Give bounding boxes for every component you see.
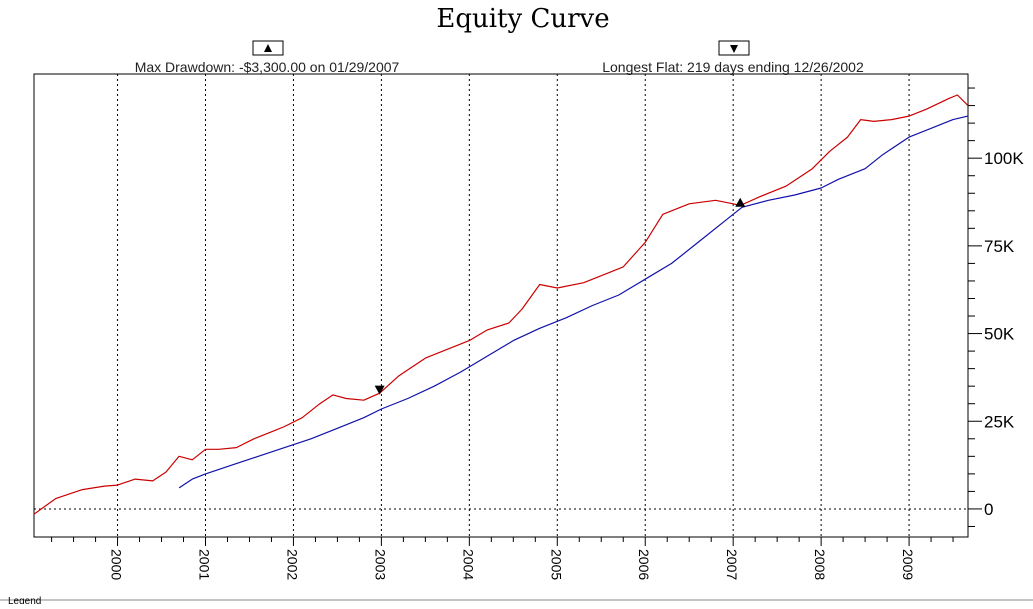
longest-flat-marker bbox=[374, 385, 385, 395]
y-tick-label: 0 bbox=[984, 500, 993, 519]
chart-title: Equity Curve bbox=[436, 4, 609, 34]
triangle-up-icon bbox=[264, 44, 272, 52]
x-tick-label: 2008 bbox=[812, 549, 828, 580]
y-tick-label: 50K bbox=[984, 325, 1015, 344]
grid bbox=[34, 74, 968, 537]
series-group bbox=[33, 94, 969, 515]
x-tick-label: 2007 bbox=[724, 549, 740, 580]
triangle-down-icon bbox=[730, 45, 738, 53]
x-tick-label: 2009 bbox=[900, 549, 916, 580]
max-drawdown-text: Max Drawdown: -$3,300.00 on 01/29/2007 bbox=[135, 59, 400, 75]
markers-group bbox=[374, 197, 746, 395]
max-drawdown-marker bbox=[735, 197, 746, 207]
y-tick-label: 75K bbox=[984, 237, 1015, 256]
x-tick-label: 2006 bbox=[636, 549, 652, 580]
y-tick-label: 25K bbox=[984, 412, 1015, 431]
equity-line bbox=[33, 94, 969, 515]
x-tick-label: 2004 bbox=[460, 549, 476, 580]
y-tick-label: 100K bbox=[984, 149, 1024, 168]
trend-line bbox=[178, 115, 969, 489]
x-tick-label: 2005 bbox=[548, 549, 564, 580]
x-tick-label: 2003 bbox=[372, 549, 388, 580]
x-axis: 2000 2001 2002 2003 2004 2005 2006 2007 2008 2009 bbox=[51, 537, 954, 580]
plot-area bbox=[33, 73, 969, 538]
x-tick-label: 2000 bbox=[109, 549, 125, 580]
y-axis: 0 25K 50K 75K 100K bbox=[968, 87, 1024, 527]
longest-flat-annotation[interactable]: Longest Flat: 219 days ending 12/26/2002 bbox=[602, 40, 864, 75]
longest-flat-text: Longest Flat: 219 days ending 12/26/2002 bbox=[602, 59, 864, 75]
max-drawdown-annotation[interactable]: Max Drawdown: -$3,300.00 on 01/29/2007 bbox=[135, 40, 400, 75]
legend-label[interactable]: Legend bbox=[8, 596, 41, 607]
x-tick-label: 2002 bbox=[284, 549, 300, 580]
x-tick-label: 2001 bbox=[196, 549, 212, 580]
